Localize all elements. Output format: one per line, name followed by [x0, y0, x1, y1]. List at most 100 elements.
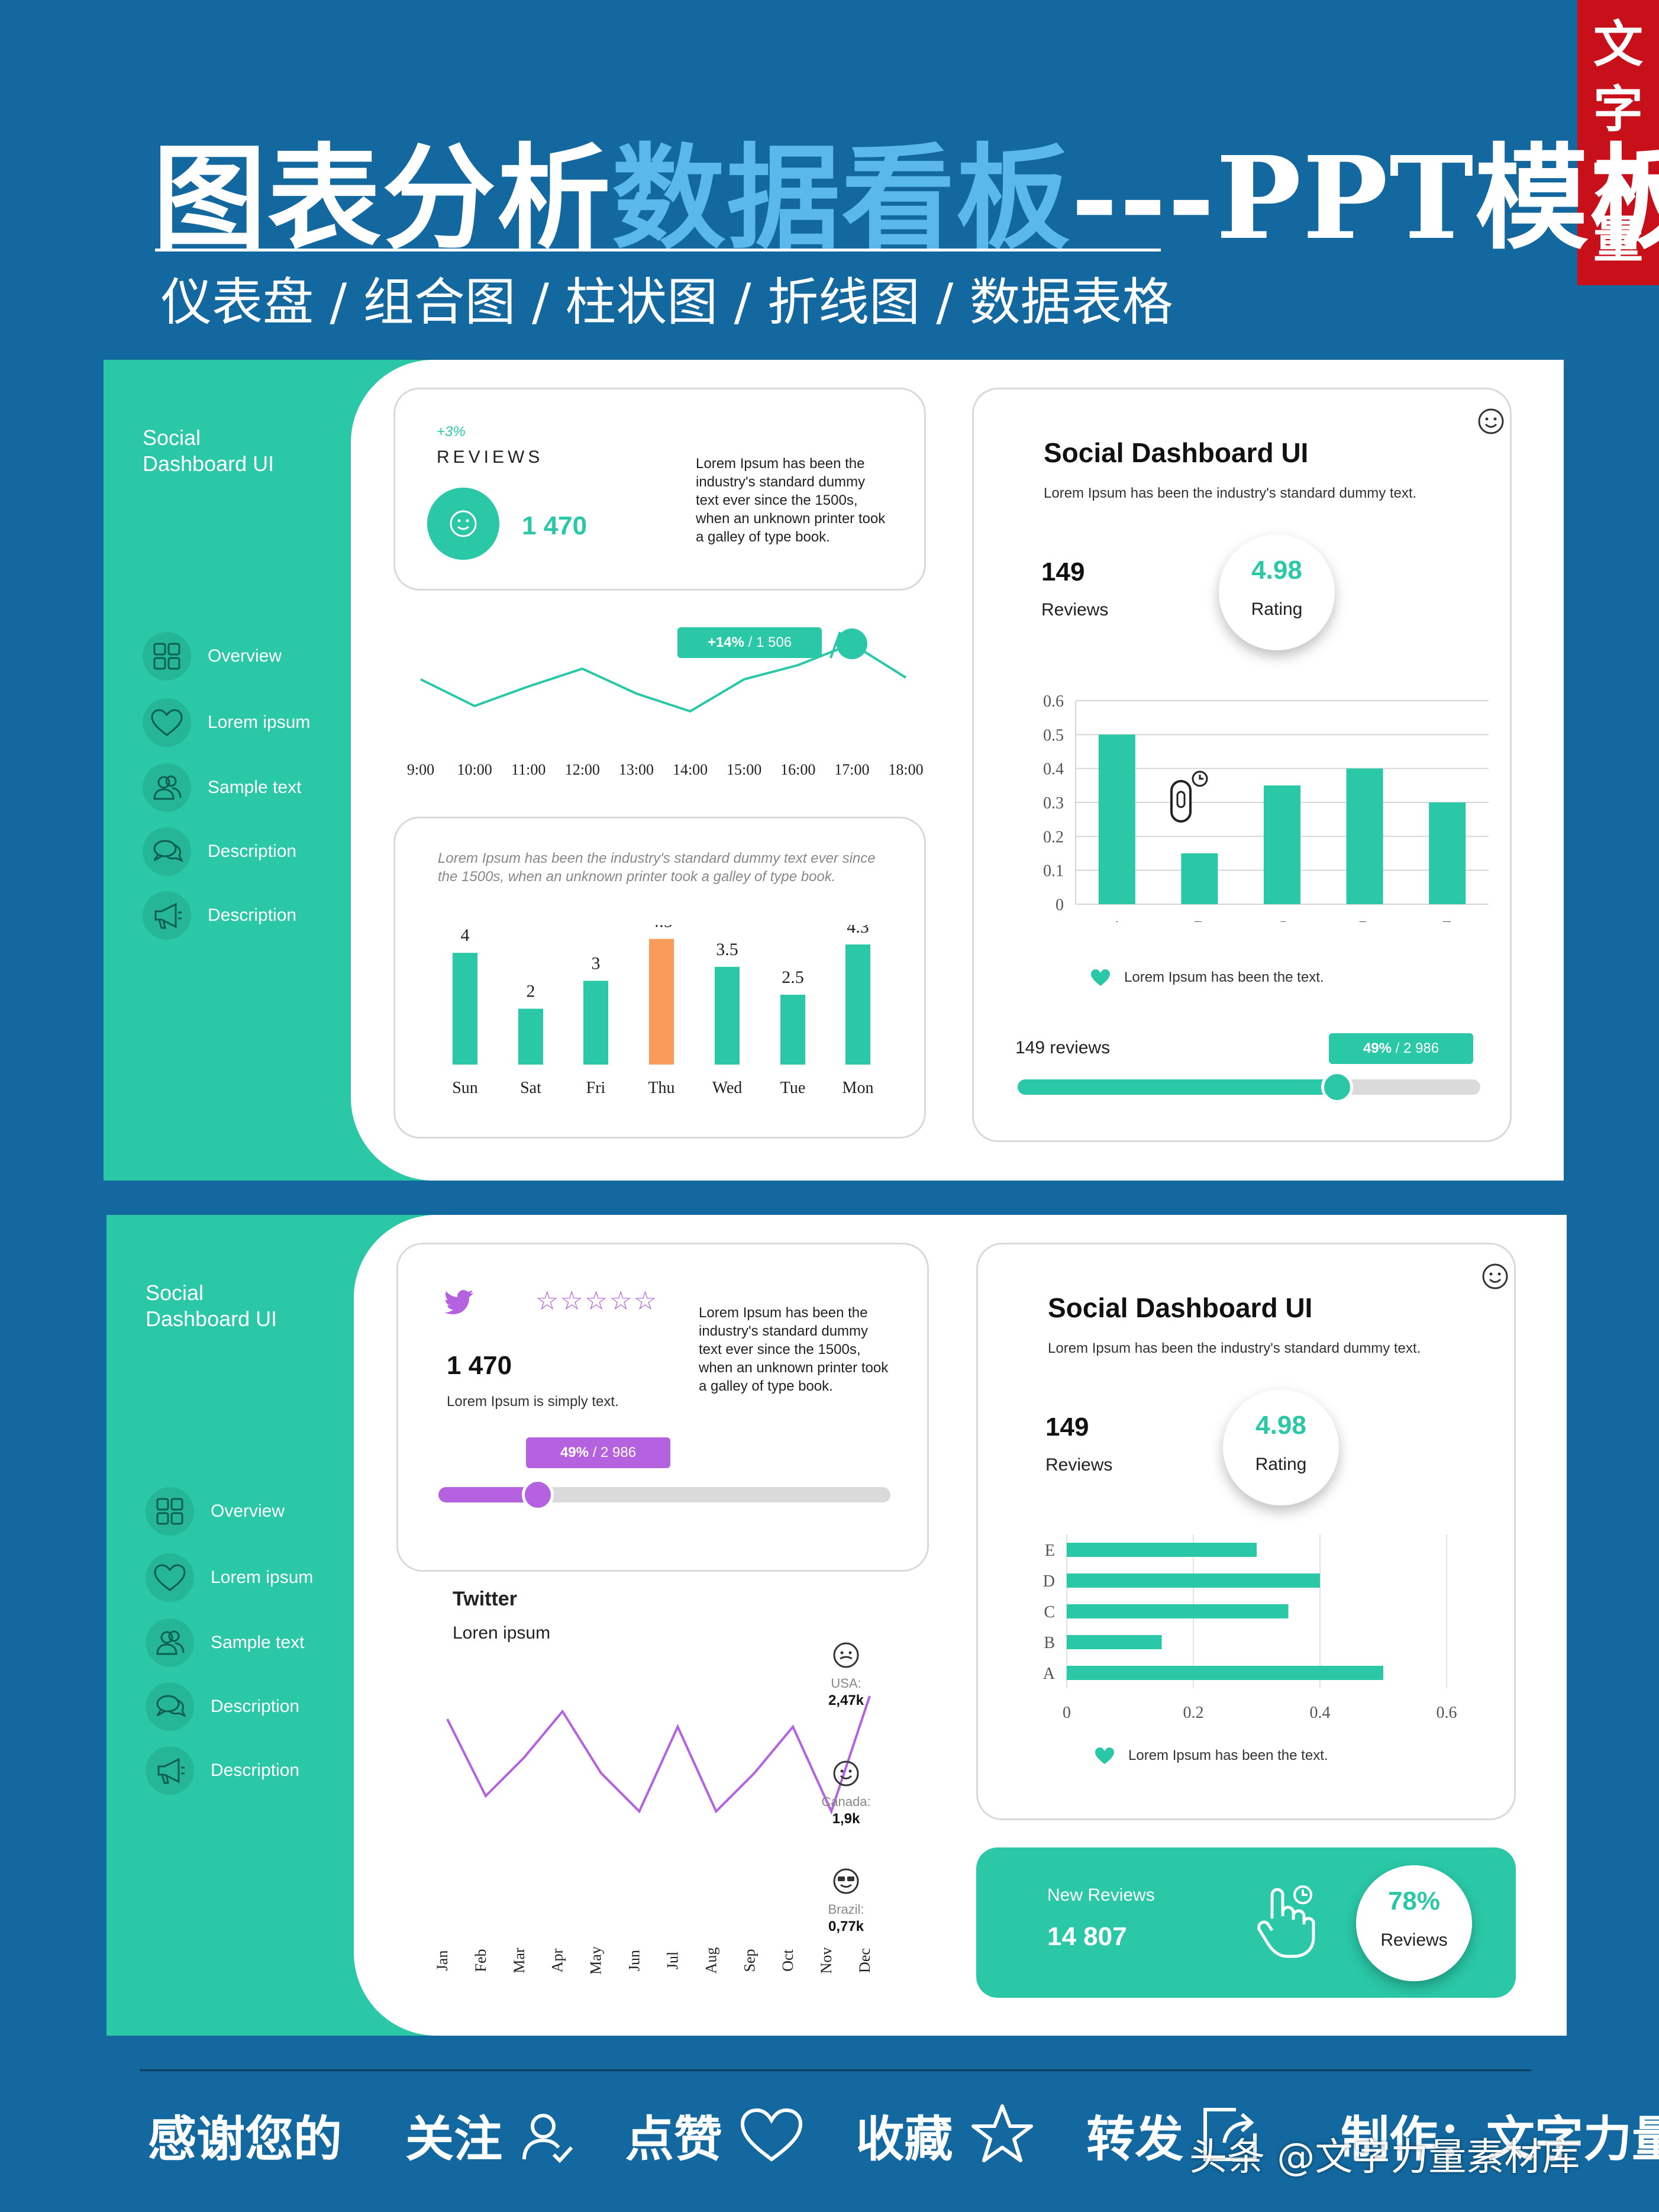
data-label: 4.5	[650, 925, 673, 931]
sidebar-item-lorem-ipsum[interactable]: Lorem ipsum	[146, 1553, 313, 1602]
social-dashboard-card: Social Dashboard UI Lorem Ipsum has been…	[972, 388, 1512, 1142]
rating-label: Rating	[1251, 599, 1303, 619]
chat-icon	[143, 827, 191, 876]
y-tick-label: 0.1	[1043, 862, 1064, 881]
bar-b	[1181, 853, 1218, 904]
sidebar-item-lorem-ipsum[interactable]: Lorem ipsum	[143, 698, 310, 747]
heart-icon	[1095, 1747, 1114, 1764]
twitter-tag-sub: / 2 986	[588, 1444, 637, 1460]
watermark: 头条 @文字力量素材库	[1189, 2136, 1580, 2179]
heart-outline-icon[interactable]	[739, 2107, 804, 2164]
sidebar-title: Social Dashboard UI	[146, 1280, 277, 1332]
x-tick-label: E	[1442, 918, 1453, 922]
reviews-description: Lorem Ipsum has been the industry's stan…	[696, 456, 886, 545]
country-value: 2,47k	[828, 1692, 864, 1708]
title-part-b: 数据看板	[612, 132, 1071, 265]
footer-bar: 感谢您的 关注 点赞 收藏 转发 制作：文字力量	[148, 2100, 1659, 2170]
data-label: 4.3	[847, 925, 869, 937]
x-tick-label: Tue	[780, 1079, 806, 1097]
line-tag-sub: / 1 506	[744, 634, 792, 650]
heart-icon	[143, 698, 191, 747]
x-tick-label: C	[1277, 918, 1288, 922]
y-tick-label: 0.4	[1043, 760, 1064, 779]
sunglasses-face-icon	[833, 1868, 859, 1894]
sidebar-item-label: Lorem ipsum	[208, 712, 311, 732]
x-tick-label: Nov	[818, 1947, 835, 1974]
chat-icon	[146, 1682, 194, 1731]
user-check-icon[interactable]	[519, 2110, 574, 2164]
sidebar-item-description[interactable]: Description	[146, 1746, 299, 1795]
y-tick-label: E	[1045, 1542, 1055, 1560]
reviews-pct-label: Reviews	[1380, 1930, 1448, 1950]
grid-icon	[146, 1487, 194, 1536]
rating-stars: ☆☆☆☆☆	[535, 1286, 659, 1316]
y-tick-label: 0.6	[1043, 692, 1064, 711]
reviews-value: 1 470	[522, 511, 588, 540]
data-label: 2	[527, 982, 535, 1001]
country-item: Canada: 1,9k	[811, 1759, 882, 1827]
reviews-progress-handle[interactable]	[1321, 1071, 1353, 1103]
ab-bar-chart: 0 0.1 0.2 0.3 0.4 0.5 0.6 A B C D E	[1043, 692, 1489, 922]
sidebar-item-description[interactable]: Description	[146, 1682, 299, 1731]
country-name: Brazil:	[828, 1902, 864, 1917]
megaphone-icon	[143, 891, 191, 940]
reviews-count: 149	[1041, 557, 1085, 586]
social-dashboard-card-2: Social Dashboard UI Lorem Ipsum has been…	[976, 1243, 1516, 1820]
x-tick-label: Apr	[549, 1948, 566, 1972]
country-name: Canada:	[821, 1794, 871, 1809]
y-tick-label: 0.2	[1043, 828, 1064, 846]
sidebar-item-sample-text[interactable]: Sample text	[146, 1618, 304, 1667]
monthly-line-chart: Jan Feb Mar Apr May Jun Jul Aug Sep Oct Nov Dec	[434, 1695, 873, 1975]
star-outline-icon[interactable]	[970, 2103, 1035, 2164]
bar-mon	[845, 944, 870, 1065]
dashboard-title: Social Dashboard UI	[1048, 1292, 1313, 1323]
x-tick-label: 14:00	[673, 761, 708, 778]
progress-tag-value: 49%	[1363, 1040, 1392, 1056]
title-part-a: 图表分析	[153, 132, 612, 265]
x-tick-label: D	[1358, 918, 1370, 922]
badge-char: 文	[1593, 15, 1643, 73]
highlight-point	[836, 628, 867, 659]
footer-share[interactable]: 转发	[1086, 2111, 1184, 2168]
x-tick-label: Jun	[626, 1950, 643, 1971]
share-icon[interactable]	[1200, 2105, 1260, 2164]
sidebar-title: Social Dashboard UI	[143, 425, 274, 477]
bar-fri	[583, 981, 608, 1065]
reviews-pct-value: 78%	[1387, 1887, 1441, 1916]
sidebar-item-description[interactable]: Description	[143, 827, 296, 876]
reviews-count-label: Reviews	[1045, 1455, 1113, 1475]
x-tick-label: 9:00	[407, 761, 434, 778]
footer-like[interactable]: 点赞	[625, 2111, 722, 2168]
badge-char: 力	[1593, 145, 1643, 204]
sidebar-title-line1: Social	[146, 1281, 204, 1305]
x-tick-label: 13:00	[619, 761, 654, 778]
bar-tue	[780, 995, 805, 1065]
title-part-c: ---PPT模板	[1071, 132, 1659, 265]
x-tick-label: 15:00	[727, 761, 761, 778]
x-tick-label: Thu	[648, 1079, 674, 1097]
sidebar-item-description[interactable]: Description	[143, 891, 296, 940]
x-tick-label: Aug	[702, 1947, 719, 1974]
hand-tap-icon	[1170, 770, 1208, 823]
footer-follow[interactable]: 关注	[405, 2111, 503, 2168]
twitter-progress-handle[interactable]	[522, 1479, 554, 1511]
y-tick-label: 0.3	[1043, 794, 1064, 812]
x-tick-label: 16:00	[780, 761, 815, 778]
y-tick-label: A	[1043, 1665, 1056, 1683]
sidebar-title-line2: Dashboard UI	[143, 452, 275, 476]
sidebar-item-sample-text[interactable]: Sample text	[143, 763, 301, 812]
heart-icon	[1091, 969, 1110, 986]
footer-collect[interactable]: 收藏	[856, 2111, 953, 2168]
rating-label: Rating	[1255, 1455, 1307, 1474]
reviews-delta: +3%	[437, 424, 466, 440]
x-tick-label: Oct	[779, 1949, 796, 1971]
x-tick-label: May	[588, 1946, 605, 1975]
data-label: 3	[592, 953, 601, 973]
data-label: 3.5	[716, 940, 738, 959]
sidebar-item-overview[interactable]: Overview	[143, 632, 282, 681]
sidebar-item-overview[interactable]: Overview	[146, 1487, 285, 1536]
bar-card-description: Lorem Ipsum has been the industry's stan…	[438, 850, 876, 885]
page-subtitle: 仪表盘 / 组合图 / 柱状图 / 折线图 / 数据表格	[161, 273, 1173, 332]
y-tick-label: 0.5	[1043, 726, 1064, 744]
chart-legend: Lorem Ipsum has been the text.	[1128, 1747, 1328, 1763]
